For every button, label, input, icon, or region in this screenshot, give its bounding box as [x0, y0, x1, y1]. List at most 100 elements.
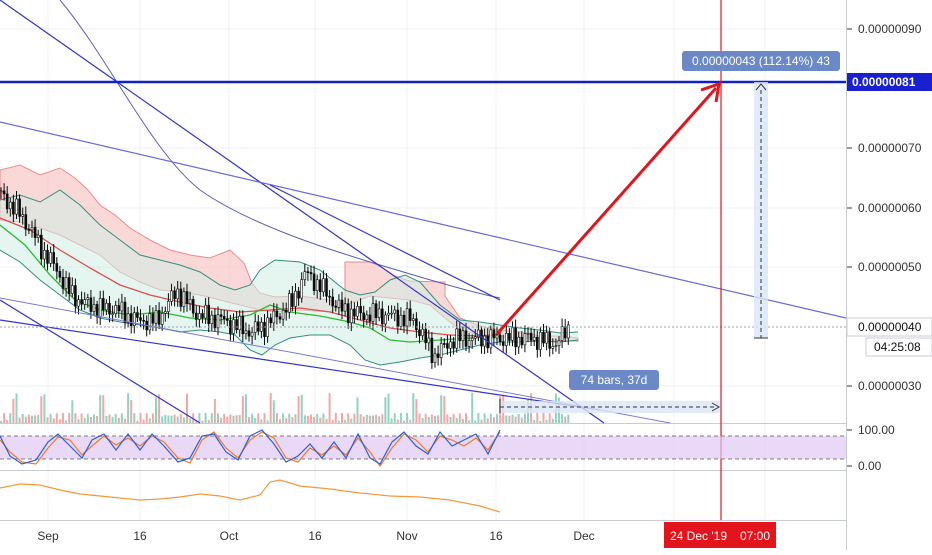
candle-body	[49, 252, 52, 264]
volume-bar	[496, 414, 498, 423]
candle-body	[213, 314, 217, 329]
candle-body	[114, 305, 117, 314]
candle-body	[545, 332, 548, 344]
volume-bar	[322, 413, 325, 423]
candle-body	[365, 314, 369, 320]
volume-bar	[241, 396, 244, 423]
volume-bar	[34, 415, 37, 423]
candle-body	[455, 328, 459, 349]
volume-bar	[3, 413, 6, 423]
candle-body	[269, 317, 273, 324]
volume-bar	[68, 413, 71, 423]
candle-body	[362, 312, 366, 320]
candle-body	[204, 304, 207, 319]
candle-body	[396, 309, 400, 327]
candle-body	[188, 299, 192, 304]
candle-body	[427, 337, 431, 344]
candle-body	[46, 250, 49, 264]
volume-bar	[455, 418, 458, 423]
stoch-k-line	[0, 429, 501, 465]
candle-body	[374, 303, 378, 318]
volume-bar	[406, 413, 409, 423]
candle-body	[539, 331, 542, 350]
candle-body	[501, 341, 505, 346]
candle-body	[9, 201, 12, 210]
candle-body	[136, 312, 139, 318]
volume-bar	[511, 414, 514, 423]
candle-body	[281, 309, 285, 320]
candle-body	[263, 321, 266, 337]
candle-body	[123, 301, 127, 323]
candle-body	[439, 343, 443, 358]
candle-body	[139, 317, 142, 321]
candle-body	[421, 328, 424, 337]
candle-body	[284, 309, 288, 313]
volume-bar	[213, 398, 216, 423]
price-tick: 0.00000090	[858, 22, 922, 36]
volume-bar	[424, 413, 427, 423]
volume-bar	[536, 413, 539, 423]
steep-downtrend-line	[0, 0, 605, 424]
candle-body	[95, 304, 99, 318]
candle-body	[5, 193, 9, 210]
volume-bar	[533, 419, 536, 423]
volume-bar	[142, 419, 145, 423]
volume-bar	[89, 417, 92, 423]
candle-body	[52, 252, 56, 264]
volume-bar	[477, 413, 480, 423]
volume-bar	[492, 417, 495, 423]
price-axis: 0.00000090 0.00000070 0.00000060 0.00000…	[858, 22, 922, 393]
volume-bar	[523, 413, 526, 423]
volume-bar	[375, 414, 378, 423]
candle-body	[198, 313, 201, 320]
volume-bar	[158, 394, 161, 423]
candle-body	[24, 214, 28, 230]
candle-body	[315, 279, 319, 291]
volume-bar	[80, 413, 83, 423]
date-range-box	[500, 401, 720, 413]
volume-bar	[244, 394, 247, 423]
candle-body	[529, 332, 533, 341]
volume-bar	[49, 413, 52, 423]
volume-bar	[412, 393, 415, 423]
candle-body	[30, 227, 34, 231]
volume-bar	[461, 419, 464, 423]
candle-body	[473, 336, 477, 339]
range-badge: 74 bars, 37d	[569, 370, 659, 390]
volume-bar	[6, 419, 9, 423]
candle-body	[551, 346, 555, 349]
date-badge-date: 24 Dec '19	[670, 529, 727, 543]
candle-body	[278, 316, 282, 320]
volume-bar	[319, 417, 322, 423]
candle-body	[2, 190, 6, 195]
candle-body	[346, 303, 350, 324]
measure-label: 0.00000043 (112.14%) 43	[692, 54, 830, 68]
candle-body	[458, 328, 462, 341]
candle-body	[508, 333, 511, 341]
range-label: 74 bars, 37d	[581, 373, 648, 387]
date-range-arrowhead	[711, 402, 721, 412]
volume-bar	[458, 413, 461, 423]
volume-bar	[520, 417, 523, 423]
candle-body	[191, 299, 195, 314]
candle-body	[219, 314, 223, 317]
volume-bar	[93, 414, 95, 423]
volume-bar	[189, 418, 192, 423]
volume-bar	[561, 413, 564, 423]
candle-body	[195, 312, 198, 320]
volume-bar	[372, 415, 374, 423]
volume-bar	[440, 395, 443, 423]
candle-body	[207, 304, 210, 324]
volume-bar	[43, 394, 46, 423]
candle-body	[532, 336, 536, 341]
volume-bar	[480, 419, 483, 423]
candle-body	[0, 190, 3, 193]
time-tick: Dec	[573, 529, 594, 543]
volume-bar	[232, 415, 235, 423]
volume-bar	[24, 416, 27, 423]
candle-body	[173, 290, 176, 300]
candle-body	[446, 343, 449, 349]
volume-bar	[65, 420, 68, 423]
volume-bar	[55, 413, 58, 423]
candle-body	[92, 304, 96, 312]
